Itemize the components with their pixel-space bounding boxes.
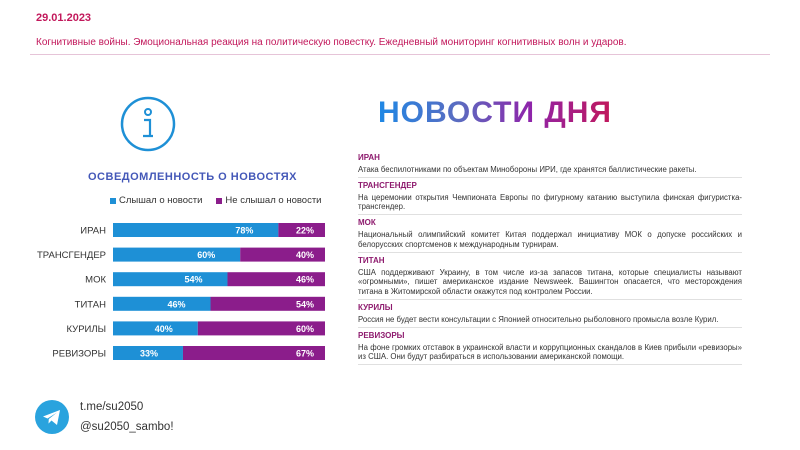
telegram-icon[interactable] [35,400,69,434]
news-item-text: Национальный олимпийский комитет Китая п… [358,230,742,253]
info-icon [120,96,176,152]
bar-heard [113,223,279,237]
bar-not-heard [278,223,325,237]
bar-not-heard [182,346,325,360]
data-label-heard: 33% [140,349,158,359]
chart-legend: Слышал о новости Не слышал о новости [110,195,321,206]
header-divider [30,54,770,55]
awareness-title: ОСВЕДОМЛЕННОСТЬ О НОВОСТЯХ [88,171,298,183]
news-item-heading: ИРАН [358,153,380,162]
bar-heard [113,346,183,360]
legend-item-heard: Слышал о новости [110,195,202,206]
news-item-text: США поддерживают Украину, в том числе из… [358,268,742,300]
legend-label-not-heard: Не слышал о новости [225,195,322,206]
news-item-heading: ТРАНСГЕНДЕР [358,180,417,190]
data-label-heard: 46% [168,299,186,309]
news-item-heading: МОК [358,218,376,228]
telegram-link[interactable]: t.me/su2050 [80,401,144,413]
data-label-heard: 54% [184,275,202,285]
telegram-handle[interactable]: @su2050_sambo! [80,421,174,433]
category-label: ИРАН [80,226,106,237]
data-label-heard: 60% [197,250,215,260]
bar-heard [113,272,228,287]
news-item-heading: КУРИЛЫ [358,302,393,312]
legend-swatch-not-heard [216,197,223,204]
news-item-text: Россия не будет вести консультации с Япо… [358,315,742,328]
legend-item-not-heard: Не слышал о новости [216,195,321,206]
bar-heard [113,247,241,262]
bar-not-heard [227,272,325,287]
data-label-heard: 78% [235,226,253,236]
news-item-text: На фоне громких отставок в украинской вл… [358,343,742,366]
bar-not-heard [240,247,325,262]
news-item-heading: РЕВИЗОРЫ [358,330,405,340]
data-label-not-heard: 22% [296,226,314,236]
bar-not-heard [197,321,325,336]
category-label: ТРАНСГЕНДЕР [37,250,106,261]
data-label-heard: 40% [155,324,173,334]
report-subtitle: Когнитивные войны. Эмоциональная реакция… [36,37,627,48]
legend-swatch-heard [110,197,116,204]
data-label-not-heard: 40% [296,250,314,260]
data-label-not-heard: 46% [296,275,314,285]
awareness-chart: ИРАН 78% 22% ТРАНСГЕНДЕР 60% 40% МОК 54% 46% ТИТА… [37,223,325,360]
category-label: МОК [85,275,106,286]
bar-heard [113,321,198,336]
data-label-not-heard: 67% [296,349,314,359]
category-label: КУРИЛЫ [67,324,106,335]
data-label-not-heard: 54% [296,299,314,309]
news-item-heading: ТИТАН [358,255,385,265]
data-label-not-heard: 60% [296,324,314,334]
bar-heard [113,296,211,311]
category-label: ТИТАН [75,299,106,310]
report-date: 29.01.2023 [36,12,92,24]
bar-not-heard [210,296,325,311]
category-label: РЕВИЗОРЫ [52,349,106,360]
news-list: ИРАН Атака беспилотниками по объектам Мин… [358,150,742,366]
news-item-text: Атака беспилотниками по объектам Минобор… [358,165,742,178]
legend-label-heard: Слышал о новости [119,195,203,206]
news-title: НОВОСТИ ДНЯ [378,96,612,129]
news-item-text: На церемонии открытия Чемпионата Европы … [358,193,742,216]
